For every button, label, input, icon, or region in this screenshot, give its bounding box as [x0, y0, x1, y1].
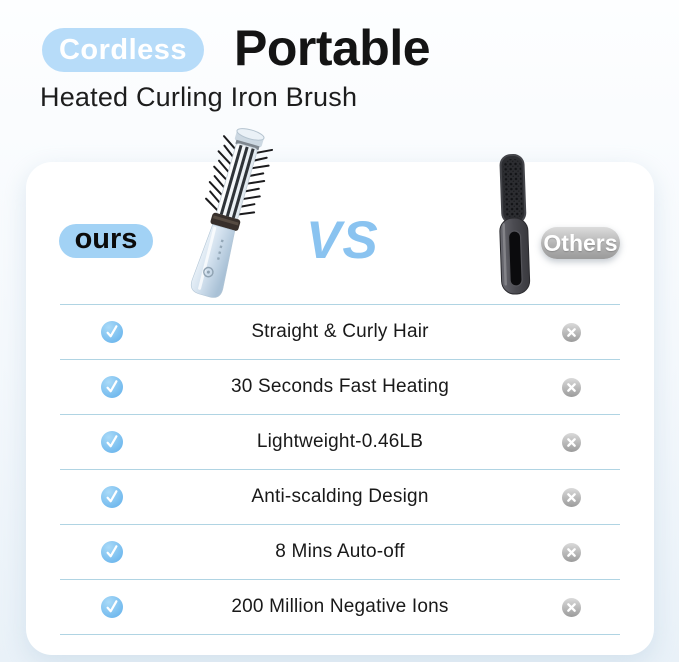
- ours-label-pill: ours: [59, 223, 153, 258]
- page-title: Portable: [234, 20, 431, 76]
- others-label: Others: [543, 229, 618, 256]
- feature-label: Straight & Curly Hair: [251, 321, 429, 342]
- cross-icon: [562, 598, 581, 617]
- ours-label: ours: [74, 223, 138, 255]
- curling-iron-brush-image: [190, 128, 274, 298]
- check-icon: [101, 596, 123, 618]
- feature-label: 30 Seconds Fast Heating: [231, 376, 449, 397]
- table-row: Anti-scalding Design: [60, 469, 620, 524]
- feature-label: Lightweight-0.46LB: [256, 431, 424, 452]
- comparison-table: Straight & Curly Hair 30 Seconds Fast He…: [60, 304, 620, 635]
- check-icon: [101, 541, 123, 563]
- cross-icon: [562, 543, 581, 562]
- vs-label: VS: [306, 211, 379, 270]
- table-row: 30 Seconds Fast Heating: [60, 359, 620, 414]
- cross-icon: [562, 488, 581, 507]
- feature-label: 8 Mins Auto-off: [275, 541, 405, 562]
- check-icon: [101, 486, 123, 508]
- cordless-badge: Cordless: [42, 28, 204, 72]
- feature-label: Anti-scalding Design: [251, 486, 429, 507]
- others-label-pill: Others: [541, 227, 620, 259]
- check-icon: [101, 431, 123, 453]
- table-row: 200 Million Negative Ions: [60, 579, 620, 634]
- table-row: 8 Mins Auto-off: [60, 524, 620, 579]
- cordless-badge-label: Cordless: [58, 33, 188, 66]
- cross-icon: [562, 378, 581, 397]
- page-subtitle: Heated Curling Iron Brush: [40, 82, 358, 112]
- cross-icon: [562, 323, 581, 342]
- check-icon: [101, 376, 123, 398]
- table-row: Lightweight-0.46LB: [60, 414, 620, 469]
- cross-icon: [562, 433, 581, 452]
- straightening-brush-image: [499, 154, 531, 295]
- table-row: Straight & Curly Hair: [60, 304, 620, 359]
- feature-label: 200 Million Negative Ions: [231, 596, 449, 617]
- check-icon: [101, 321, 123, 343]
